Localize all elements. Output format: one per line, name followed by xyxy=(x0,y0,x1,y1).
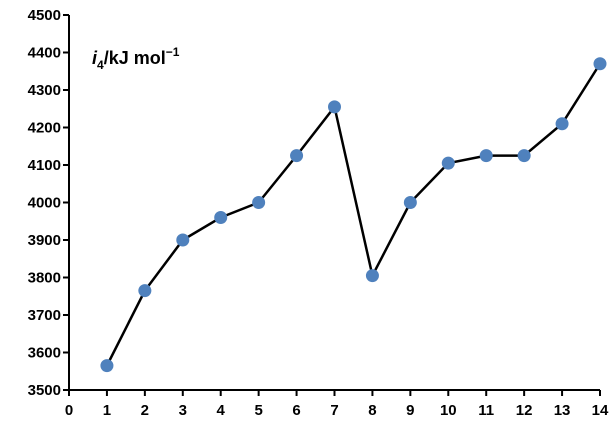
y-tick-label: 3600 xyxy=(28,345,61,362)
x-tick-label: 4 xyxy=(217,402,226,419)
y-axis-label: i4/kJ mol−1 xyxy=(92,45,180,72)
data-point xyxy=(403,196,417,209)
x-tick-label: 10 xyxy=(440,402,457,419)
y-tick-label: 4500 xyxy=(28,7,61,24)
axes xyxy=(68,15,600,391)
y-tick-label: 4400 xyxy=(28,45,61,62)
x-tick-label: 2 xyxy=(141,402,149,419)
x-ticks: 0 1 2 3 4 5 6 7 8 9 10 11 12 13 14 xyxy=(65,390,609,419)
data-point xyxy=(517,149,531,163)
data-point xyxy=(252,196,266,209)
data-point xyxy=(138,284,152,298)
series-line xyxy=(105,63,602,367)
x-tick-label: 7 xyxy=(330,402,338,419)
y-tick-label: 3800 xyxy=(28,270,61,287)
data-point xyxy=(593,57,607,71)
y-tick-label: 3900 xyxy=(28,232,61,249)
x-tick-label: 0 xyxy=(65,402,73,419)
y-tick-label: 4300 xyxy=(28,82,61,99)
y-tick-label: 4200 xyxy=(28,120,61,137)
x-tick-label: 13 xyxy=(554,402,571,419)
x-tick-label: 9 xyxy=(406,402,414,419)
series xyxy=(100,57,607,373)
y-ticks: 3500 3600 3700 3800 3900 4000 4100 4200 4300 4400… xyxy=(28,7,69,399)
y-axis-label-superscript: −1 xyxy=(166,45,180,59)
data-point xyxy=(555,117,569,131)
y-tick-label: 4000 xyxy=(28,195,61,212)
y-tick-label: 3700 xyxy=(28,307,61,324)
y-tick-label: 3500 xyxy=(28,382,61,399)
x-tick-label: 1 xyxy=(103,402,111,419)
x-tick-label: 3 xyxy=(179,402,187,419)
x-tick-label: 8 xyxy=(368,402,376,419)
y-axis-label-unit: /kJ mol xyxy=(104,48,166,68)
data-point xyxy=(328,100,341,114)
data-point xyxy=(100,359,114,373)
data-point xyxy=(214,211,228,224)
data-point xyxy=(290,149,304,163)
x-tick-label: 12 xyxy=(516,402,533,419)
data-point xyxy=(479,149,493,163)
y-axis-label-italic: i xyxy=(92,48,98,68)
y-axis-label-subscript: 4 xyxy=(97,58,104,72)
data-point xyxy=(365,269,379,283)
y-tick-label: 4100 xyxy=(28,157,61,174)
data-point xyxy=(441,156,455,170)
x-tick-label: 14 xyxy=(592,402,609,419)
x-tick-label: 11 xyxy=(478,402,494,419)
data-point xyxy=(176,233,190,247)
x-tick-label: 5 xyxy=(254,402,262,419)
x-tick-label: 6 xyxy=(292,402,300,419)
